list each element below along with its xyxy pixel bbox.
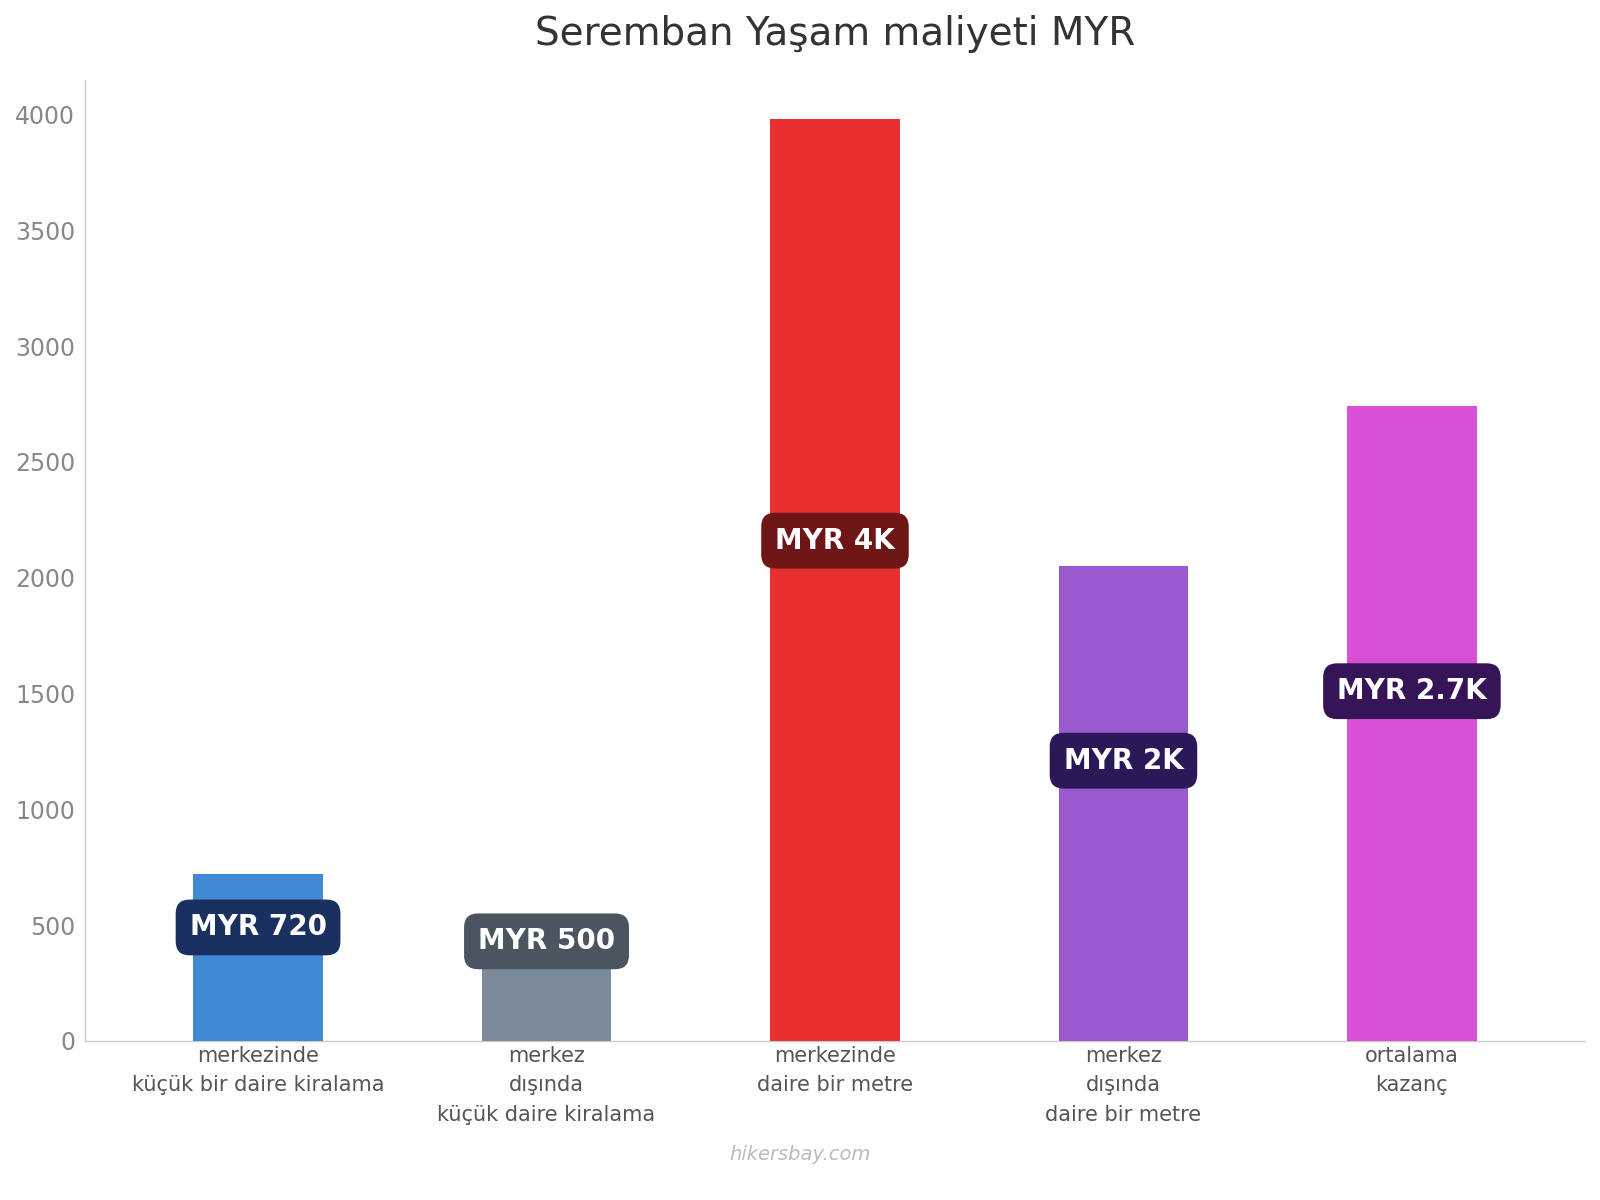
Text: MYR 500: MYR 500	[478, 928, 614, 955]
Bar	[1347, 407, 1477, 1040]
Bar	[482, 925, 611, 1040]
Text: MYR 4K: MYR 4K	[774, 527, 894, 554]
Text: MYR 2K: MYR 2K	[1064, 746, 1184, 775]
Text: MYR 720: MYR 720	[189, 913, 326, 942]
Text: MYR 2.7K: MYR 2.7K	[1338, 677, 1486, 706]
Bar	[770, 119, 899, 1040]
Text: hikersbay.com: hikersbay.com	[730, 1145, 870, 1164]
Bar	[194, 874, 323, 1040]
Title: Seremban Yaşam maliyeti MYR: Seremban Yaşam maliyeti MYR	[534, 14, 1134, 53]
Bar	[1059, 566, 1189, 1040]
